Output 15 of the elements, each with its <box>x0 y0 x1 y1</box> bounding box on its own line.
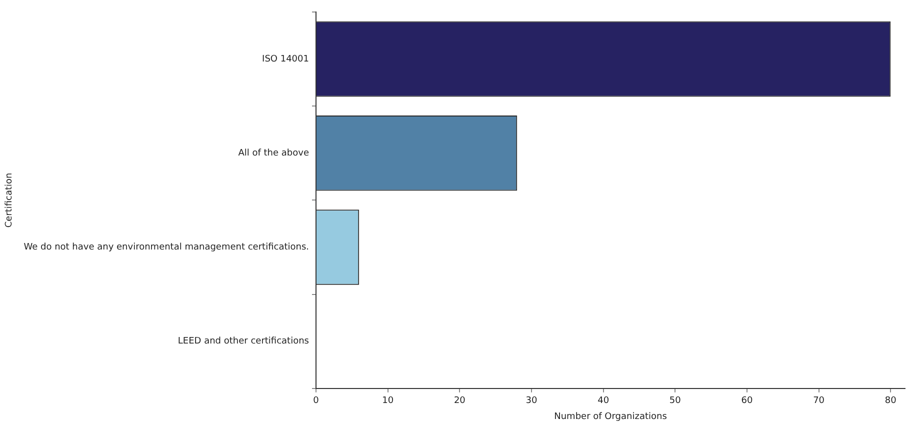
y-axis-title: Certification <box>4 172 15 228</box>
x-tick-label: 30 <box>526 396 538 406</box>
y-tick-label: ISO 14001 <box>262 54 309 64</box>
x-tick-label: 20 <box>454 396 466 406</box>
x-tick-label: 0 <box>313 396 320 406</box>
x-tick-label: 70 <box>813 396 825 406</box>
x-tick-label: 50 <box>669 396 682 406</box>
y-tick-label: We do not have any environmental management certifications. <box>24 242 309 253</box>
y-tick-label: All of the above <box>238 148 310 158</box>
x-tick-label: 60 <box>741 396 753 406</box>
x-tick-label: 40 <box>598 396 610 406</box>
x-tick-label: 80 <box>884 396 897 406</box>
y-tick-label: LEED and other certifications <box>178 336 310 347</box>
x-axis-title: Number of Organizations <box>554 412 668 422</box>
x-tick-label: 10 <box>382 396 394 406</box>
